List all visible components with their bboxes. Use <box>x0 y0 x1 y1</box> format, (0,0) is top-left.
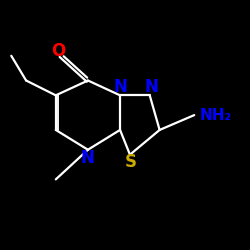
Text: NH₂: NH₂ <box>199 108 231 122</box>
Text: S: S <box>125 153 137 171</box>
Text: N: N <box>113 78 127 96</box>
Text: N: N <box>81 149 95 168</box>
Text: O: O <box>51 42 66 60</box>
Text: N: N <box>144 78 158 96</box>
